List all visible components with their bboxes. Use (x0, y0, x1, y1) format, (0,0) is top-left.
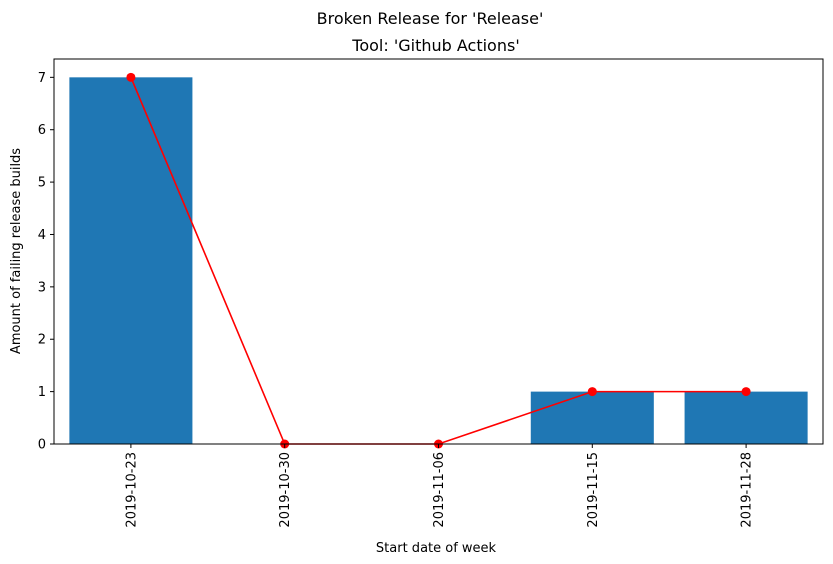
bar-2019-10-23 (69, 77, 193, 444)
plot-frame (53, 58, 824, 445)
x-tick-label: 2019-11-06 (432, 452, 447, 528)
line-series (126, 72, 751, 449)
y-axis: 0 1 2 3 4 5 6 7 (38, 71, 54, 453)
y-tick-label: 4 (38, 228, 46, 243)
x-tick-label: 2019-11-28 (740, 452, 755, 528)
y-tick-label: 2 (38, 333, 46, 348)
line-point-2019-11-28 (741, 387, 751, 397)
y-tick-label: 3 (38, 280, 46, 295)
trend-line (130, 77, 747, 445)
y-axis-label: Amount of failing release builds (9, 148, 24, 354)
chart-suptitle: Broken Release for 'Release' (317, 9, 544, 28)
y-tick-label: 7 (38, 71, 46, 86)
bar-2019-11-15 (530, 391, 654, 444)
y-tick-label: 6 (38, 123, 46, 138)
bar-series (69, 77, 808, 444)
chart-title: Tool: 'Github Actions' (351, 36, 519, 55)
x-axis: 2019-10-23 2019-10-30 2019-11-06 2019-11-15… (124, 444, 755, 528)
line-point-2019-11-15 (587, 387, 597, 397)
y-tick-label: 0 (38, 438, 46, 453)
x-axis-label: Start date of week (376, 541, 497, 556)
x-tick-label: 2019-10-30 (278, 452, 293, 528)
x-tick-label: 2019-10-23 (124, 452, 139, 528)
bar-2019-11-28 (684, 391, 808, 444)
y-tick-label: 1 (38, 385, 46, 400)
line-point-2019-10-23 (126, 72, 136, 82)
y-tick-label: 5 (38, 176, 46, 191)
x-tick-label: 2019-11-15 (586, 452, 601, 528)
